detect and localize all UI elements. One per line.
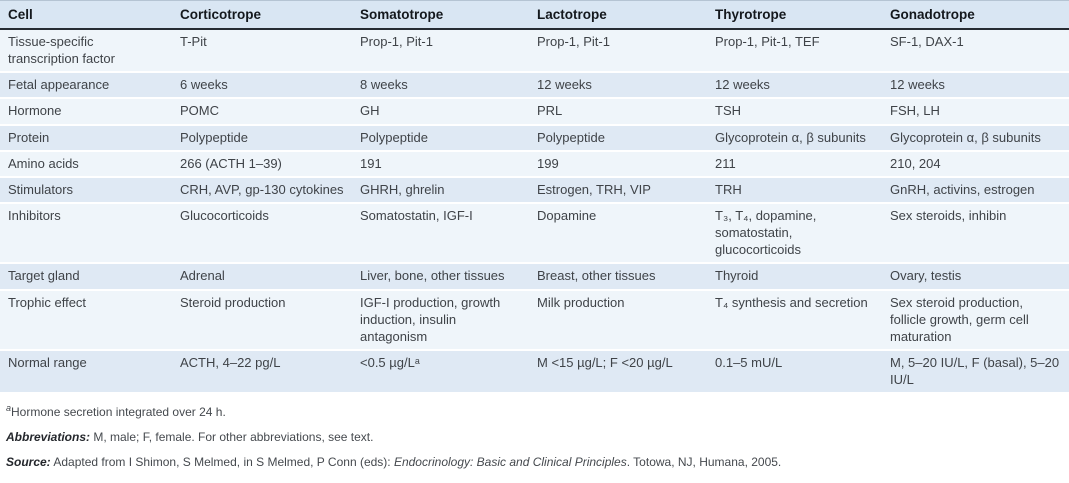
row-label: Hormone: [0, 98, 172, 126]
table-cell: 266 (ACTH 1–39): [172, 150, 352, 178]
row-label: Normal range: [0, 350, 172, 395]
table-cell: Steroid production: [172, 289, 352, 352]
table-cell: FSH, LH: [882, 98, 1069, 126]
table-cell: Thyroid: [707, 263, 882, 291]
table-header: Cell Corticotrope Somatotrope Lactotrope Thy…: [0, 0, 1069, 30]
table-cell: GnRH, activins, estrogen: [882, 176, 1069, 204]
table-cell: Milk production: [529, 289, 707, 352]
footnote-a: aHormone secretion integrated over 24 h.: [6, 403, 1059, 420]
table-row: Amino acids 266 (ACTH 1–39) 191 199 211 210, …: [0, 150, 1069, 178]
abbreviations-text: M, male; F, female. For other abbreviati…: [90, 430, 374, 445]
table-cell: Breast, other tissues: [529, 263, 707, 291]
table-cell: Prop-1, Pit-1, TEF: [707, 28, 882, 74]
table-cell: 211: [707, 150, 882, 178]
table-cell: Prop-1, Pit-1: [529, 28, 707, 74]
table-row: Tissue-specific transcription factor T-Pi…: [0, 28, 1069, 74]
table-cell: CRH, AVP, gp-130 cytokines: [172, 176, 352, 204]
column-header: Gonadotrope: [882, 0, 1069, 30]
row-label: Protein: [0, 124, 172, 152]
row-label: Trophic effect: [0, 289, 172, 352]
table-cell: 191: [352, 150, 529, 178]
table-cell: 0.1–5 mU/L: [707, 350, 882, 395]
table-cell: Dopamine: [529, 202, 707, 265]
table-cell: IGF-I production, growth induction, insu…: [352, 289, 529, 352]
row-label: Target gland: [0, 263, 172, 291]
column-header: Corticotrope: [172, 0, 352, 30]
footnote-a-marker: a: [6, 403, 12, 414]
table-body: Tissue-specific transcription factor T-Pi…: [0, 28, 1069, 395]
footnote-a-text: Hormone secretion integrated over 24 h.: [11, 405, 226, 420]
table-cell: 199: [529, 150, 707, 178]
source-text-end: . Totowa, NJ, Humana, 2005.: [626, 455, 782, 470]
pituitary-cell-table-figure: Cell Corticotrope Somatotrope Lactotrope Thy…: [0, 0, 1069, 470]
table-cell: Polypeptide: [529, 124, 707, 152]
table-cell: Glycoprotein α, β subunits: [882, 124, 1069, 152]
row-label: Fetal appearance: [0, 72, 172, 100]
source-label: Source:: [6, 455, 51, 470]
source-book-title: Endocrinology: Basic and Clinical Princi…: [393, 455, 627, 470]
table-cell: T-Pit: [172, 28, 352, 74]
table-cell: Glucocorticoids: [172, 202, 352, 265]
table-cell: 12 weeks: [707, 72, 882, 100]
table-cell: POMC: [172, 98, 352, 126]
row-label: Inhibitors: [0, 202, 172, 265]
table-cell: 12 weeks: [529, 72, 707, 100]
table-row: Protein Polypeptide Polypeptide Polypeptide…: [0, 124, 1069, 152]
table-cell: SF-1, DAX-1: [882, 28, 1069, 74]
table-cell: Somatostatin, IGF-I: [352, 202, 529, 265]
column-header: Somatotrope: [352, 0, 529, 30]
table-row: Target gland Adrenal Liver, bone, other ti…: [0, 263, 1069, 291]
table-cell: Sex steroids, inhibin: [882, 202, 1069, 265]
source-text: Adapted from I Shimon, S Melmed, in S Me…: [50, 455, 394, 470]
table-cell: 8 weeks: [352, 72, 529, 100]
table-cell: 210, 204: [882, 150, 1069, 178]
table-cell: ACTH, 4–22 pg/L: [172, 350, 352, 395]
table-row: Inhibitors Glucocorticoids Somatostatin, I…: [0, 202, 1069, 265]
column-header: Cell: [0, 0, 172, 30]
column-header: Thyrotrope: [707, 0, 882, 30]
table-cell: GH: [352, 98, 529, 126]
table-cell: Glycoprotein α, β subunits: [707, 124, 882, 152]
table-cell: GHRH, ghrelin: [352, 176, 529, 204]
table-cell: Polypeptide: [352, 124, 529, 152]
table-cell: 6 weeks: [172, 72, 352, 100]
table-row: Fetal appearance 6 weeks 8 weeks 12 weeks 12…: [0, 72, 1069, 100]
footnotes: aHormone secretion integrated over 24 h.…: [0, 394, 1069, 470]
table-cell: TRH: [707, 176, 882, 204]
table-cell: Ovary, testis: [882, 263, 1069, 291]
table-cell: <0.5 µg/Lᵃ: [352, 350, 529, 395]
table-cell: T₃, T₄, dopamine, somatostatin, glucocor…: [707, 202, 882, 265]
table-cell: Prop-1, Pit-1: [352, 28, 529, 74]
table-cell: Sex steroid production, follicle growth,…: [882, 289, 1069, 352]
abbreviations-label: Abbreviations:: [6, 430, 91, 445]
table-cell: Adrenal: [172, 263, 352, 291]
table-cell: M <15 µg/L; F <20 µg/L: [529, 350, 707, 395]
table-row: Stimulators CRH, AVP, gp-130 cytokines GHR…: [0, 176, 1069, 204]
header-row: Cell Corticotrope Somatotrope Lactotrope Thy…: [0, 0, 1069, 30]
table-cell: 12 weeks: [882, 72, 1069, 100]
footnote-abbreviations: Abbreviations: M, male; F, female. For o…: [6, 430, 1059, 445]
pituitary-cell-table: Cell Corticotrope Somatotrope Lactotrope Thy…: [0, 0, 1069, 395]
table-row: Trophic effect Steroid production IGF-I pr…: [0, 289, 1069, 352]
row-label: Tissue-specific transcription factor: [0, 28, 172, 74]
table-cell: Polypeptide: [172, 124, 352, 152]
column-header: Lactotrope: [529, 0, 707, 30]
table-cell: Estrogen, TRH, VIP: [529, 176, 707, 204]
row-label: Stimulators: [0, 176, 172, 204]
footnote-source: Source: Adapted from I Shimon, S Melmed,…: [6, 455, 1059, 470]
table-cell: Liver, bone, other tissues: [352, 263, 529, 291]
table-cell: TSH: [707, 98, 882, 126]
table-cell: PRL: [529, 98, 707, 126]
table-row: Hormone POMC GH PRL TSH FSH, LH: [0, 98, 1069, 126]
table-cell: M, 5–20 IU/L, F (basal), 5–20 IU/L: [882, 350, 1069, 395]
table-cell: T₄ synthesis and secretion: [707, 289, 882, 352]
row-label: Amino acids: [0, 150, 172, 178]
table-row: Normal range ACTH, 4–22 pg/L <0.5 µg/Lᵃ M <…: [0, 350, 1069, 395]
